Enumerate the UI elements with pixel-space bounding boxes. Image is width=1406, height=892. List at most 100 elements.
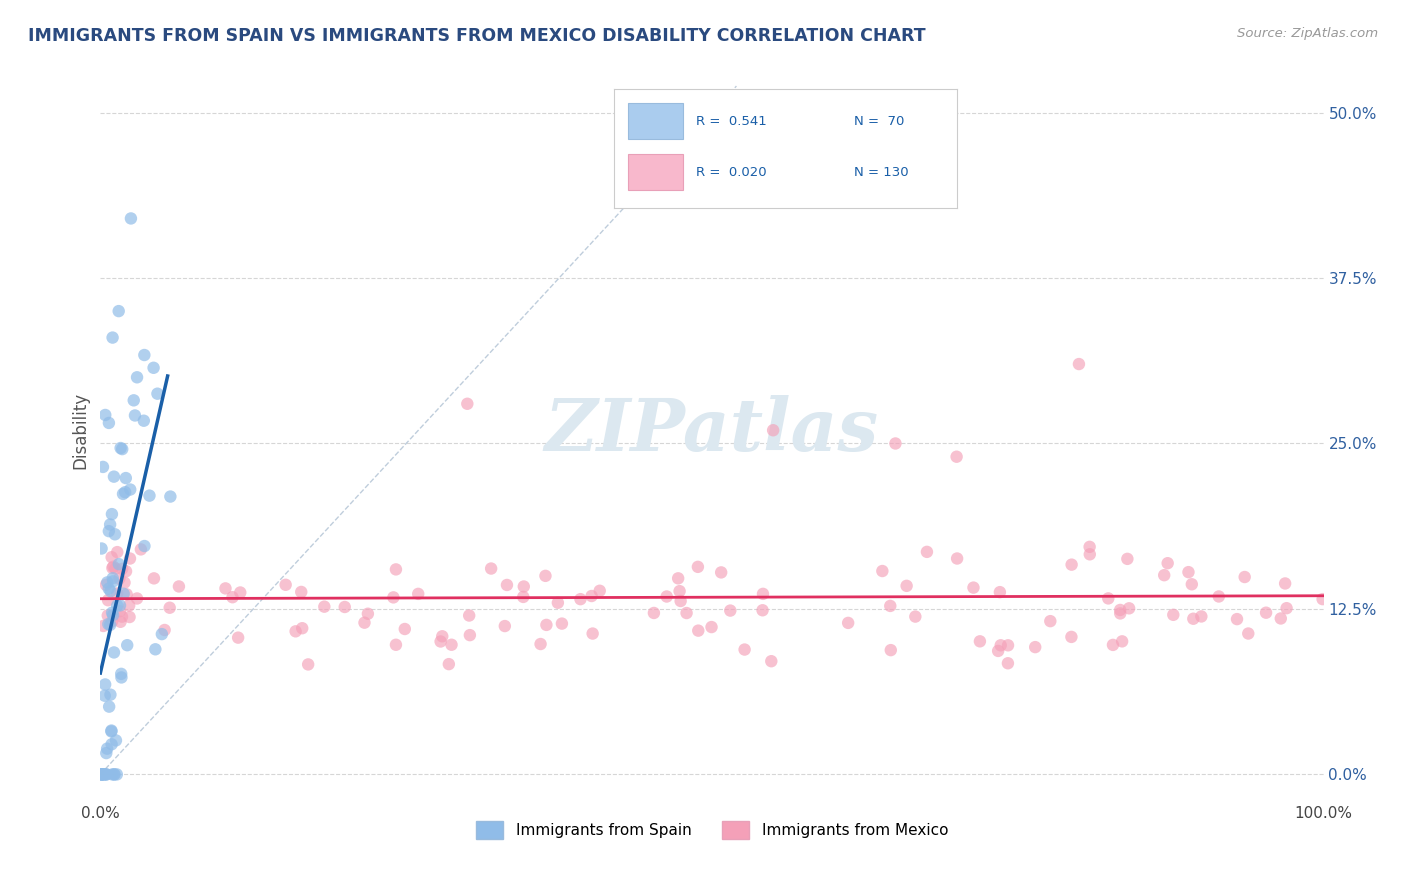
Point bbox=[456, 397, 478, 411]
Point bbox=[761, 654, 783, 668]
Point bbox=[1109, 607, 1132, 621]
Point bbox=[872, 564, 894, 578]
Point bbox=[1237, 626, 1260, 640]
Point bbox=[1177, 565, 1199, 579]
Text: Source: ZipAtlas.com: Source: ZipAtlas.com bbox=[1237, 27, 1378, 40]
Point bbox=[91, 767, 114, 781]
Point bbox=[675, 606, 697, 620]
Point bbox=[440, 638, 463, 652]
Point bbox=[643, 606, 665, 620]
Y-axis label: Disability: Disability bbox=[72, 392, 89, 469]
Point bbox=[124, 409, 146, 423]
Point bbox=[458, 628, 481, 642]
Point bbox=[333, 599, 356, 614]
Point bbox=[101, 767, 124, 781]
Point bbox=[880, 643, 903, 657]
Point bbox=[134, 348, 156, 362]
Point bbox=[105, 767, 128, 781]
Point bbox=[668, 584, 690, 599]
Point bbox=[132, 414, 155, 428]
Point bbox=[385, 562, 408, 576]
Point bbox=[1312, 592, 1334, 607]
Point bbox=[122, 393, 145, 408]
Point bbox=[94, 689, 117, 703]
Point bbox=[896, 579, 918, 593]
Point bbox=[314, 599, 336, 614]
Point bbox=[1102, 638, 1125, 652]
Point bbox=[100, 723, 122, 738]
Point bbox=[111, 442, 134, 456]
Point bbox=[112, 587, 135, 601]
Point bbox=[1153, 568, 1175, 582]
Point bbox=[104, 733, 127, 747]
Point bbox=[904, 609, 927, 624]
Point bbox=[582, 626, 605, 640]
Point bbox=[655, 590, 678, 604]
Point bbox=[120, 483, 142, 497]
Point bbox=[90, 767, 112, 781]
Point bbox=[1274, 576, 1296, 591]
Point bbox=[496, 578, 519, 592]
Point bbox=[107, 304, 129, 318]
Point bbox=[108, 604, 131, 618]
Point bbox=[97, 582, 120, 596]
Point bbox=[105, 599, 128, 613]
Point bbox=[111, 609, 134, 624]
Point bbox=[98, 517, 121, 532]
Point bbox=[96, 741, 118, 756]
Point bbox=[103, 767, 125, 781]
Point bbox=[101, 614, 124, 628]
Point bbox=[432, 629, 454, 643]
Point bbox=[1254, 606, 1277, 620]
Point bbox=[97, 416, 120, 430]
Point bbox=[458, 608, 481, 623]
Point bbox=[101, 608, 124, 623]
Point bbox=[125, 370, 148, 384]
Point bbox=[110, 666, 132, 681]
Point bbox=[103, 767, 125, 781]
Point bbox=[962, 581, 984, 595]
Point bbox=[118, 551, 141, 566]
Point bbox=[1109, 603, 1132, 617]
Point bbox=[105, 545, 128, 559]
Point bbox=[94, 767, 117, 781]
Point bbox=[513, 580, 536, 594]
Point bbox=[688, 624, 710, 638]
Point bbox=[143, 571, 166, 585]
Point bbox=[98, 699, 121, 714]
Point bbox=[762, 423, 785, 437]
Point bbox=[145, 642, 167, 657]
Point bbox=[150, 627, 173, 641]
Point bbox=[94, 408, 117, 422]
Point bbox=[997, 657, 1019, 671]
Point bbox=[101, 574, 124, 589]
Point bbox=[1189, 609, 1212, 624]
Point bbox=[946, 551, 969, 566]
Point bbox=[94, 677, 117, 691]
Point bbox=[100, 584, 122, 599]
Point bbox=[101, 507, 124, 521]
Point bbox=[569, 592, 592, 607]
Point bbox=[666, 571, 689, 585]
Point bbox=[988, 585, 1011, 599]
Point bbox=[153, 623, 176, 637]
Point bbox=[120, 211, 142, 226]
Point bbox=[547, 596, 569, 610]
Point bbox=[1161, 607, 1184, 622]
Point bbox=[98, 618, 121, 632]
Point bbox=[669, 594, 692, 608]
Point bbox=[1118, 601, 1140, 615]
Point bbox=[581, 589, 603, 603]
Point bbox=[752, 587, 775, 601]
Point bbox=[1067, 357, 1090, 371]
Point bbox=[353, 615, 375, 630]
Point bbox=[100, 737, 122, 751]
Point bbox=[129, 542, 152, 557]
Point bbox=[111, 562, 134, 576]
Point bbox=[115, 564, 138, 578]
Point bbox=[105, 586, 128, 600]
Point bbox=[534, 569, 557, 583]
Point bbox=[536, 618, 558, 632]
Point bbox=[110, 670, 132, 684]
Point bbox=[134, 539, 156, 553]
